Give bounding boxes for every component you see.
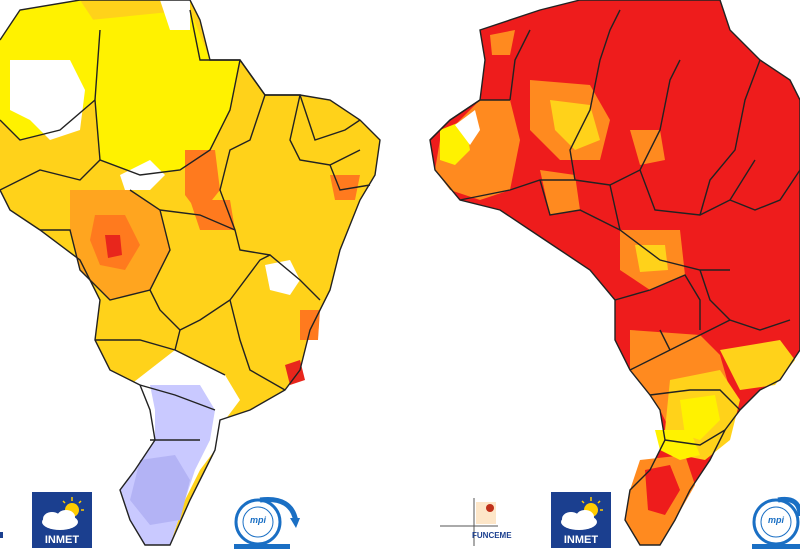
precipitation-map-right: [400, 0, 800, 550]
brazil-outline-right: [430, 0, 800, 545]
mpi-globe-icon: [234, 496, 300, 549]
state-borders-right: [429, 0, 800, 546]
funceme-label: FUNCEME: [472, 531, 512, 540]
precipitation-map-left: [0, 0, 381, 546]
inmet-logo-left: INMET: [32, 492, 92, 548]
brazil-map-right: [429, 0, 800, 546]
inmet-cloud-sun-icon: [551, 492, 611, 548]
mpi-label-left: mpi: [249, 515, 266, 525]
inmet-label-left: INMET: [44, 534, 80, 546]
mpi-globe-icon: [752, 496, 800, 549]
brazil-outline-left: [0, 0, 380, 545]
inmet-logo-right: INMET: [551, 492, 611, 548]
mpi-logo-right: mpi: [748, 492, 800, 550]
inmet-label-right: INMET: [563, 534, 599, 546]
inmet-cloud-sun-icon: [32, 492, 92, 548]
brazil-map-left: [0, 0, 381, 546]
mpi-label-right: mpi: [767, 515, 784, 525]
mpi-logo-left: mpi: [230, 492, 300, 550]
left-edge-mark: [0, 520, 6, 540]
funceme-logo: FUNCEME: [440, 498, 525, 548]
funceme-crosshair-icon: [440, 498, 498, 546]
state-borders-left: [0, 0, 381, 546]
